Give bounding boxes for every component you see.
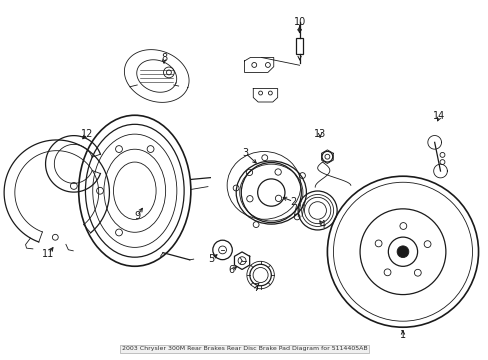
- Text: 1: 1: [399, 330, 405, 340]
- Text: 13: 13: [313, 129, 325, 139]
- Text: 10: 10: [293, 17, 305, 27]
- Text: 2003 Chrysler 300M Rear Brakes Rear Disc Brake Pad Diagram for 5114405AB: 2003 Chrysler 300M Rear Brakes Rear Disc…: [122, 346, 366, 351]
- Text: 3: 3: [242, 148, 248, 158]
- Text: 4: 4: [319, 220, 325, 230]
- Text: 11: 11: [42, 248, 55, 258]
- Text: 5: 5: [208, 254, 214, 264]
- Text: 14: 14: [432, 111, 445, 121]
- Ellipse shape: [396, 246, 408, 257]
- Text: 6: 6: [228, 265, 234, 275]
- Text: 9: 9: [134, 211, 140, 221]
- Text: 7: 7: [253, 283, 259, 293]
- Text: 12: 12: [81, 129, 93, 139]
- Text: 2: 2: [289, 197, 296, 207]
- Text: 8: 8: [161, 53, 167, 63]
